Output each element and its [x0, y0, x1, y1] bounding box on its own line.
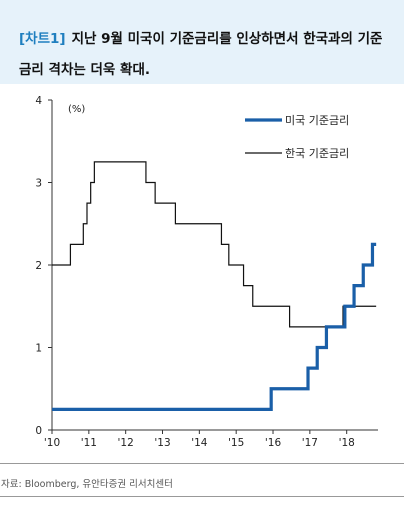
- y-tick-label: 3: [35, 178, 42, 190]
- x-tick-label: '16: [265, 437, 282, 449]
- x-tick-label: '18: [339, 437, 355, 449]
- x-tick-label: '14: [191, 437, 208, 449]
- x-tick-label: '13: [154, 437, 170, 449]
- source-divider-bottom: [0, 496, 404, 497]
- chart-caption: [차트1] 지난 9월 미국이 기준금리를 인상하면서 한국과의 기준금리 격차는…: [19, 24, 391, 86]
- x-tick-label: '15: [228, 437, 244, 449]
- series-line-kr: [52, 161, 377, 328]
- unit-label: (%): [68, 104, 85, 115]
- chart-title: 지난 9월 미국이 기준금리를 인상하면서 한국과의 기준금리 격차는 더욱 확…: [19, 31, 383, 78]
- series-line-us: [52, 242, 377, 411]
- chart-header: [차트1] 지난 9월 미국이 기준금리를 인상하면서 한국과의 기준금리 격차는…: [0, 0, 404, 84]
- x-tick-label: '10: [44, 437, 60, 449]
- x-tick-label: '11: [81, 437, 97, 449]
- y-tick-label: 1: [35, 343, 42, 355]
- y-tick-label: 0: [35, 425, 42, 437]
- source-note: 자료: Bloomberg, 유안타증권 리서치센터: [1, 479, 173, 490]
- legend-label-us: 미국 기준금리: [285, 114, 349, 127]
- y-tick-label: 4: [35, 95, 42, 107]
- x-tick-label: '17: [302, 437, 318, 449]
- chart-tag: [차트1]: [19, 31, 66, 47]
- legend-label-kr: 한국 기준금리: [285, 147, 349, 160]
- x-tick-label: '12: [118, 437, 134, 449]
- source-divider-top: [0, 463, 404, 464]
- rate-chart: 0 1 2 3 4 '10 '11 '12 '13 '14 '15 '16 '17 '18 (%) 미국 기준…: [35, 95, 378, 449]
- y-tick-label: 2: [35, 260, 42, 272]
